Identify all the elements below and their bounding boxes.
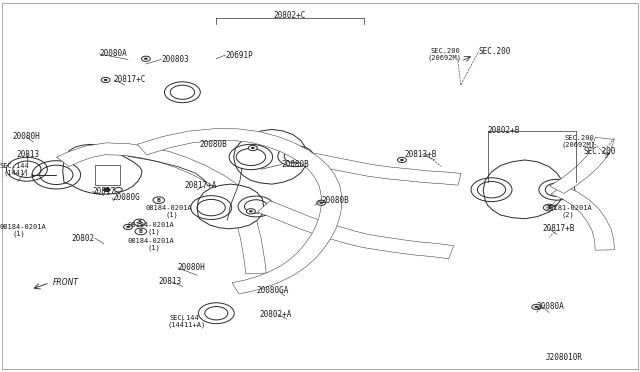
- Text: (1): (1): [13, 230, 26, 237]
- Text: SEC.144: SEC.144: [170, 315, 199, 321]
- Polygon shape: [483, 160, 563, 219]
- Text: 08184-0201A: 08184-0201A: [146, 205, 193, 211]
- Circle shape: [534, 306, 538, 308]
- Circle shape: [249, 210, 253, 212]
- Circle shape: [400, 159, 404, 161]
- Text: 20813+B: 20813+B: [404, 150, 437, 159]
- Text: B: B: [157, 198, 161, 203]
- Circle shape: [543, 204, 555, 211]
- Text: 20813: 20813: [16, 150, 39, 159]
- Polygon shape: [63, 144, 142, 194]
- Circle shape: [248, 145, 257, 151]
- Polygon shape: [550, 137, 614, 193]
- Text: 20080B: 20080B: [321, 196, 349, 205]
- Circle shape: [126, 226, 130, 228]
- Polygon shape: [234, 129, 307, 184]
- Circle shape: [246, 209, 255, 214]
- Text: 20802+B: 20802+B: [488, 126, 520, 135]
- Circle shape: [104, 188, 110, 192]
- Text: SEC.200: SEC.200: [564, 135, 594, 141]
- Text: 20817+B: 20817+B: [543, 224, 575, 233]
- Text: 20691P: 20691P: [225, 51, 253, 60]
- Text: SEC.200: SEC.200: [584, 147, 616, 156]
- Text: 20817+C: 20817+C: [114, 76, 147, 84]
- Text: 08184-0201A: 08184-0201A: [128, 238, 175, 244]
- Polygon shape: [138, 129, 342, 294]
- Text: 08184-0201A: 08184-0201A: [128, 222, 175, 228]
- Text: SEC.200: SEC.200: [430, 48, 460, 54]
- Text: 20817+A: 20817+A: [184, 182, 217, 190]
- Circle shape: [134, 219, 145, 226]
- Text: 20802+C: 20802+C: [274, 11, 306, 20]
- Text: (1441): (1441): [3, 170, 29, 176]
- Text: 20080B: 20080B: [200, 140, 227, 149]
- Text: 20080B: 20080B: [282, 160, 309, 169]
- Text: 20080GA: 20080GA: [256, 286, 289, 295]
- Text: 20080G: 20080G: [112, 193, 140, 202]
- Text: B: B: [139, 229, 143, 234]
- Text: (2): (2): [562, 212, 575, 218]
- Circle shape: [144, 58, 148, 60]
- Text: (14411+A): (14411+A): [168, 321, 206, 328]
- Text: 20817: 20817: [93, 187, 116, 196]
- Bar: [95, 165, 120, 185]
- Text: SEC.144: SEC.144: [0, 163, 29, 169]
- Circle shape: [104, 79, 108, 81]
- Text: SEC.200: SEC.200: [479, 47, 511, 56]
- Text: 20080H: 20080H: [178, 263, 205, 272]
- Text: (20692M): (20692M): [428, 54, 461, 61]
- Text: 20080A: 20080A: [536, 302, 564, 311]
- Text: (20692M): (20692M): [562, 142, 596, 148]
- Circle shape: [141, 56, 150, 61]
- Circle shape: [319, 202, 323, 204]
- Text: 08181-0201A: 08181-0201A: [545, 205, 592, 211]
- Circle shape: [115, 187, 122, 192]
- Text: 20813: 20813: [159, 278, 182, 286]
- Polygon shape: [56, 143, 266, 274]
- Circle shape: [153, 197, 164, 203]
- Polygon shape: [257, 201, 454, 259]
- Text: 20802+A: 20802+A: [259, 310, 292, 319]
- Text: FRONT: FRONT: [52, 278, 79, 287]
- Polygon shape: [293, 151, 461, 185]
- Text: 20802: 20802: [72, 234, 95, 243]
- Circle shape: [251, 147, 255, 149]
- Text: (1): (1): [147, 244, 160, 251]
- Text: 20080H: 20080H: [13, 132, 40, 141]
- Circle shape: [532, 304, 541, 310]
- Circle shape: [101, 77, 110, 83]
- Text: B: B: [138, 220, 141, 225]
- Text: 200803: 200803: [161, 55, 189, 64]
- Text: B: B: [547, 205, 551, 210]
- Polygon shape: [551, 185, 614, 250]
- Circle shape: [397, 157, 406, 163]
- Text: (1): (1): [165, 212, 178, 218]
- Circle shape: [135, 228, 147, 235]
- Circle shape: [124, 224, 132, 230]
- Text: 20080A: 20080A: [99, 49, 127, 58]
- Text: 08184-0201A: 08184-0201A: [0, 224, 47, 230]
- Text: (1): (1): [147, 228, 160, 235]
- Text: J208010R: J208010R: [545, 353, 582, 362]
- Polygon shape: [197, 184, 264, 229]
- Circle shape: [317, 200, 326, 205]
